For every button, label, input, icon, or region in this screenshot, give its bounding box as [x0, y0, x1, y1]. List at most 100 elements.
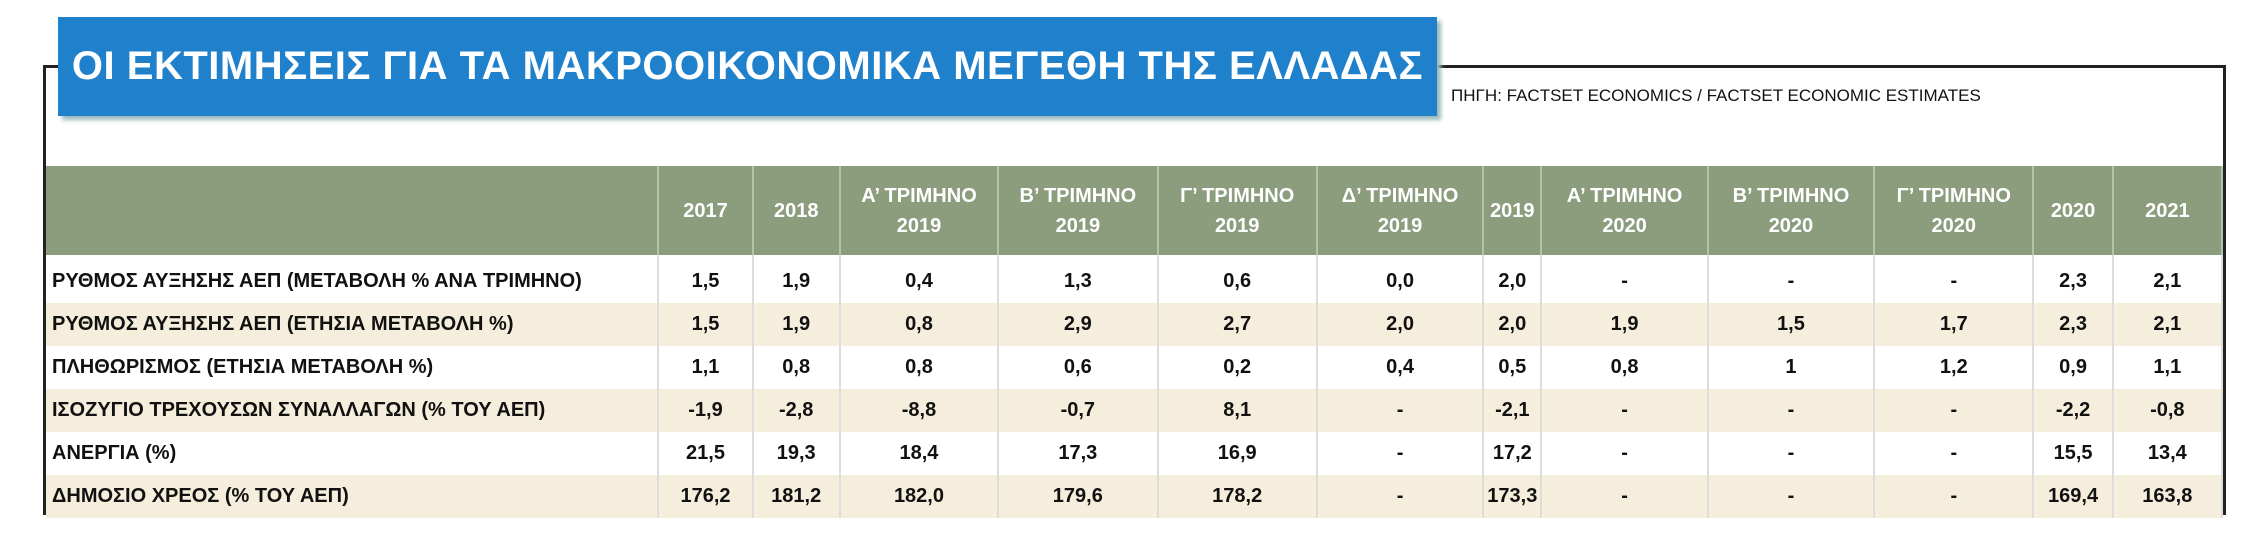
cell: 1,5 [1707, 303, 1876, 346]
cell: - [1316, 432, 1485, 475]
cell: 0,6 [1157, 255, 1318, 303]
cell: - [1707, 432, 1876, 475]
cell: 2,0 [1483, 255, 1543, 303]
cell: 0,8 [839, 303, 1000, 346]
cell: 1,7 [1874, 303, 2035, 346]
cell: -2,2 [2033, 389, 2114, 432]
cell: 2,7 [1157, 303, 1318, 346]
row-label: ΑΝΕΡΓΙΑ (%) [46, 432, 660, 475]
title: ΟΙ ΕΚΤΙΜΗΣΕΙΣ ΓΙΑ ΤΑ ΜΑΚΡΟΟΙΚΟΝΟΜΙΚΑ ΜΕΓ… [58, 17, 1437, 116]
cell: - [1874, 475, 2035, 518]
cell: 2,1 [2112, 255, 2224, 303]
cell: 1,9 [1541, 303, 1709, 346]
cell: 15,5 [2033, 432, 2114, 475]
column-header: Γ’ ΤΡΙΜΗΝΟ 2020 [1874, 166, 2035, 255]
cell: -1,9 [658, 389, 754, 432]
cell: 0,9 [2033, 346, 2114, 389]
row-label: ΙΣΟΖΥΓΙΟ ΤΡΕΧΟΥΣΩΝ ΣΥΝΑΛΛΑΓΩΝ (% ΤΟΥ ΑΕΠ… [46, 389, 660, 432]
row-label: ΡΥΘΜΟΣ ΑΥΞΗΣΗΣ ΑΕΠ (ΕΤΗΣΙΑ ΜΕΤΑΒΟΛΗ %) [46, 303, 660, 346]
cell: 0,6 [998, 346, 1159, 389]
cell: 179,6 [998, 475, 1159, 518]
cell: 2,9 [998, 303, 1159, 346]
column-header: 2020 [2033, 166, 2114, 255]
cell: 173,3 [1483, 475, 1543, 518]
row-label: ΠΛΗΘΩΡΙΣΜΟΣ (ΕΤΗΣΙΑ ΜΕΤΑΒΟΛΗ %) [46, 346, 660, 389]
cell: 2,3 [2033, 255, 2114, 303]
column-header: Β’ ΤΡΙΜΗΝΟ 2019 [998, 166, 1159, 255]
cell: 182,0 [839, 475, 1000, 518]
cell: 1,9 [752, 255, 841, 303]
cell: 1 [1707, 346, 1876, 389]
header-blank [46, 166, 660, 255]
cell: -2,1 [1483, 389, 1543, 432]
cell: 1,1 [658, 346, 754, 389]
cell: 1,5 [658, 303, 754, 346]
column-header: Δ’ ΤΡΙΜΗΝΟ 2019 [1316, 166, 1485, 255]
cell: 0,2 [1157, 346, 1318, 389]
table-row: ΙΣΟΖΥΓΙΟ ΤΡΕΧΟΥΣΩΝ ΣΥΝΑΛΛΑΓΩΝ (% ΤΟΥ ΑΕΠ… [46, 389, 2224, 432]
column-header: Α’ ΤΡΙΜΗΝΟ 2019 [839, 166, 1000, 255]
cell: - [1541, 475, 1709, 518]
column-header: Α’ ΤΡΙΜΗΝΟ 2020 [1541, 166, 1709, 255]
header-row: 2017 2018 Α’ ΤΡΙΜΗΝΟ 2019 Β’ ΤΡΙΜΗΝΟ 2019 Γ’… [46, 166, 2224, 255]
cell: - [1316, 475, 1485, 518]
column-header: 2021 [2112, 166, 2224, 255]
cell: 2,0 [1316, 303, 1485, 346]
cell: 176,2 [658, 475, 754, 518]
cell: - [1707, 389, 1876, 432]
cell: 0,8 [1541, 346, 1709, 389]
data-table: 2017 2018 Α’ ΤΡΙΜΗΝΟ 2019 Β’ ΤΡΙΜΗΝΟ 2019 Γ’… [46, 166, 2224, 518]
cell: 2,1 [2112, 303, 2224, 346]
cell: - [1541, 255, 1709, 303]
column-header: 2019 [1483, 166, 1543, 255]
cell: -0,8 [2112, 389, 2224, 432]
column-header: Β’ ΤΡΙΜΗΝΟ 2020 [1707, 166, 1876, 255]
cell: 21,5 [658, 432, 754, 475]
cell: 18,4 [839, 432, 1000, 475]
cell: 16,9 [1157, 432, 1318, 475]
row-label: ΔΗΜΟΣΙΟ ΧΡΕΟΣ (% ΤΟΥ ΑΕΠ) [46, 475, 660, 518]
cell: 19,3 [752, 432, 841, 475]
column-header: 2018 [752, 166, 841, 255]
cell: 0,0 [1316, 255, 1485, 303]
column-header: Γ’ ΤΡΙΜΗΝΟ 2019 [1157, 166, 1318, 255]
table-row: ΔΗΜΟΣΙΟ ΧΡΕΟΣ (% ΤΟΥ ΑΕΠ) 176,2 181,2 182,0… [46, 475, 2224, 518]
cell: - [1874, 389, 2035, 432]
table-row: ΠΛΗΘΩΡΙΣΜΟΣ (ΕΤΗΣΙΑ ΜΕΤΑΒΟΛΗ %) 1,1 0,8 0,8… [46, 346, 2224, 389]
cell: 17,3 [998, 432, 1159, 475]
cell: - [1541, 432, 1709, 475]
cell: 163,8 [2112, 475, 2224, 518]
cell: - [1874, 255, 2035, 303]
cell: - [1874, 432, 2035, 475]
cell: -2,8 [752, 389, 841, 432]
cell: 169,4 [2033, 475, 2114, 518]
cell: 178,2 [1157, 475, 1318, 518]
cell: 13,4 [2112, 432, 2224, 475]
cell: - [1707, 255, 1876, 303]
table-row: ΑΝΕΡΓΙΑ (%) 21,5 19,3 18,4 17,3 16,9-17,2- - -1… [46, 432, 2224, 475]
cell: 2,0 [1483, 303, 1543, 346]
cell: 0,5 [1483, 346, 1543, 389]
source: ΠΗΓΗ: FACTSET ECONOMICS / FACTSET ECONOM… [1451, 86, 1981, 105]
column-header: 2017 [658, 166, 754, 255]
cell: 1,3 [998, 255, 1159, 303]
cell: - [1541, 389, 1709, 432]
table-row: ΡΥΘΜΟΣ ΑΥΞΗΣΗΣ ΑΕΠ (ΜΕΤΑΒΟΛΗ % ΑΝΑ ΤΡΙΜΗ… [46, 255, 2224, 303]
cell: 0,8 [839, 346, 1000, 389]
table-row: ΡΥΘΜΟΣ ΑΥΞΗΣΗΣ ΑΕΠ (ΕΤΗΣΙΑ ΜΕΤΑΒΟΛΗ %) 1,… [46, 303, 2224, 346]
cell: - [1316, 389, 1485, 432]
cell: 1,9 [752, 303, 841, 346]
cell: - [1707, 475, 1876, 518]
cell: 1,2 [1874, 346, 2035, 389]
cell: 1,5 [658, 255, 754, 303]
cell: -0,7 [998, 389, 1159, 432]
cell: 181,2 [752, 475, 841, 518]
row-label: ΡΥΘΜΟΣ ΑΥΞΗΣΗΣ ΑΕΠ (ΜΕΤΑΒΟΛΗ % ΑΝΑ ΤΡΙΜΗ… [46, 255, 660, 303]
cell: 0,8 [752, 346, 841, 389]
cell: 0,4 [839, 255, 1000, 303]
cell: 0,4 [1316, 346, 1485, 389]
cell: -8,8 [839, 389, 1000, 432]
cell: 2,3 [2033, 303, 2114, 346]
cell: 8,1 [1157, 389, 1318, 432]
